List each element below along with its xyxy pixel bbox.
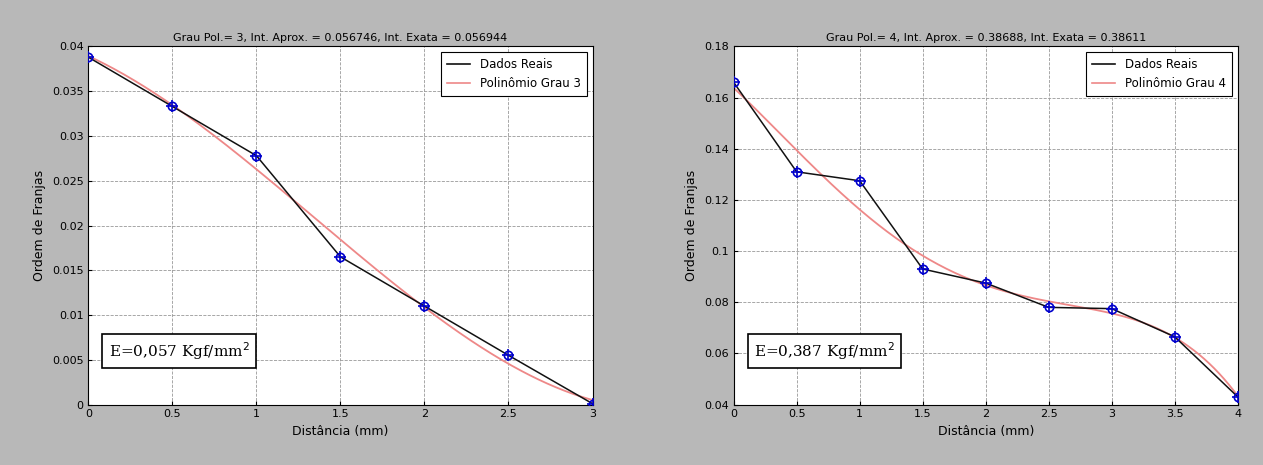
- Title: Grau Pol.= 3, Int. Aprox. = 0.056746, Int. Exata = 0.056944: Grau Pol.= 3, Int. Aprox. = 0.056746, In…: [173, 33, 508, 43]
- Text: E=0,387 Kgf/mm$^{2}$: E=0,387 Kgf/mm$^{2}$: [754, 340, 894, 362]
- Legend: Dados Reais, Polinômio Grau 3: Dados Reais, Polinômio Grau 3: [441, 53, 586, 96]
- X-axis label: Distância (mm): Distância (mm): [937, 425, 1034, 438]
- Title: Grau Pol.= 4, Int. Aprox. = 0.38688, Int. Exata = 0.38611: Grau Pol.= 4, Int. Aprox. = 0.38688, Int…: [826, 33, 1146, 43]
- X-axis label: Distância (mm): Distância (mm): [292, 425, 389, 438]
- Text: E=0,057 Kgf/mm$^{2}$: E=0,057 Kgf/mm$^{2}$: [109, 340, 249, 362]
- Legend: Dados Reais, Polinômio Grau 4: Dados Reais, Polinômio Grau 4: [1086, 53, 1231, 96]
- Y-axis label: Ordem de Franjas: Ordem de Franjas: [33, 170, 47, 281]
- Y-axis label: Ordem de Franjas: Ordem de Franjas: [686, 170, 698, 281]
